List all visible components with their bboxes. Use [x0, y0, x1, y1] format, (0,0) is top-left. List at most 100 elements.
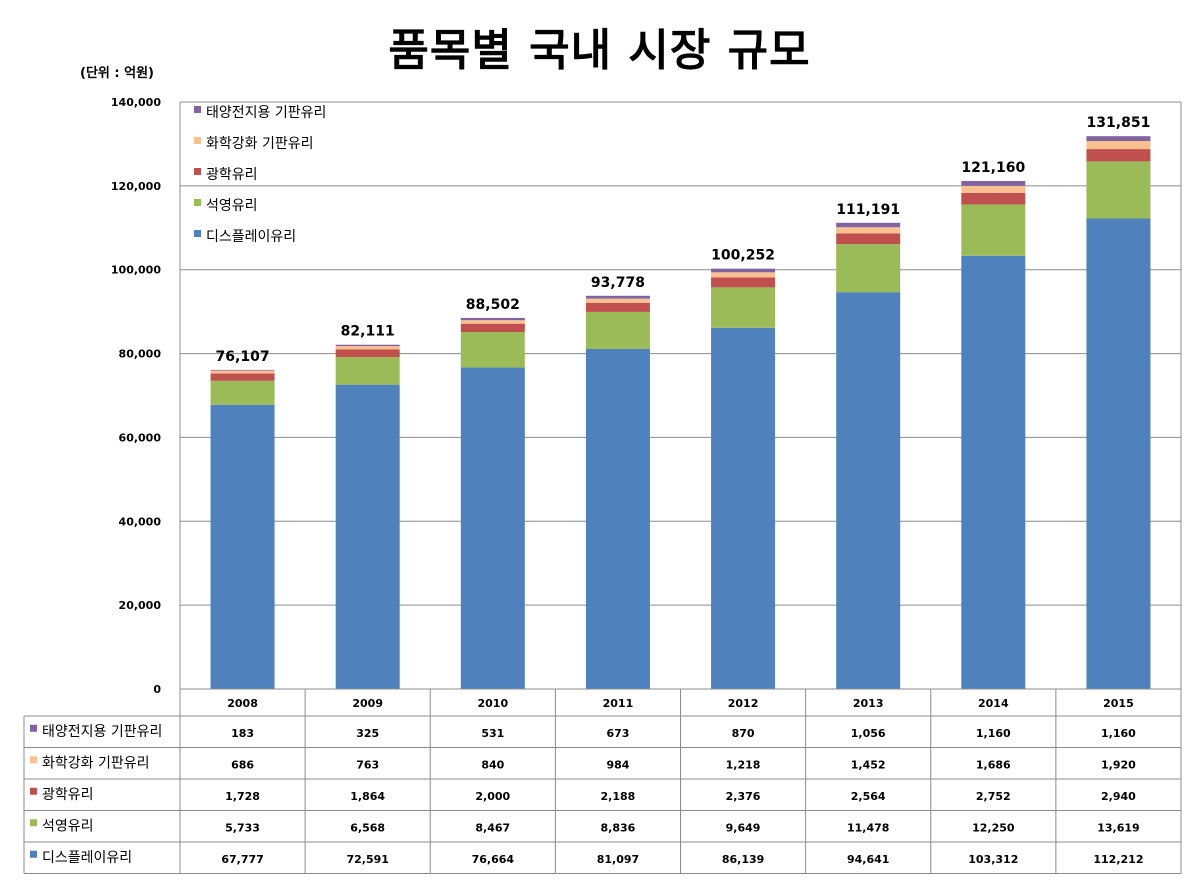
table-cell: 2,376: [726, 790, 761, 803]
table-cell: 86,139: [722, 853, 764, 866]
bar-segment: [711, 287, 776, 328]
bar-segment: [210, 380, 275, 405]
bar-segment: [1086, 161, 1151, 219]
x-tick-label: 2011: [603, 697, 634, 710]
table-cell: 840: [481, 758, 504, 771]
bar-segment: [1086, 218, 1151, 689]
bar-segment: [711, 327, 776, 689]
x-tick-label: 2008: [227, 697, 258, 710]
legend-swatch: [194, 168, 201, 175]
table-cell: 94,641: [847, 853, 889, 866]
bar-segment: [585, 302, 650, 312]
bar-total-label: 131,851: [1087, 115, 1151, 131]
y-tick-label: 20,000: [119, 599, 162, 612]
bar-total-label: 88,502: [466, 297, 520, 313]
table-cell: 1,056: [851, 727, 886, 740]
legend-swatch: [194, 230, 201, 237]
bar-segment: [460, 323, 525, 333]
table-cell: 2,000: [475, 790, 510, 803]
bar-segment: [1086, 136, 1151, 142]
table-cell: 1,728: [225, 790, 260, 803]
table-row-label: 디스플레이유리: [42, 850, 132, 866]
legend-label: 디스플레이유리: [206, 229, 296, 245]
x-tick-label: 2014: [978, 697, 1009, 710]
bar-segment: [961, 192, 1026, 205]
bar-segment: [836, 222, 901, 228]
bar-total-label: 100,252: [711, 248, 775, 264]
bar-total-label: 76,107: [216, 349, 270, 365]
bar-segment: [335, 346, 400, 350]
bar-segment: [1086, 141, 1151, 150]
bar-segment: [585, 348, 650, 689]
table-legend-key: [30, 787, 37, 795]
x-tick-label: 2010: [478, 697, 509, 710]
bar-segment: [585, 298, 650, 303]
bar-segment: [836, 292, 901, 689]
bar-segment: [335, 357, 400, 385]
table-cell: 325: [356, 727, 379, 740]
bar-segment: [585, 311, 650, 349]
bar-segment: [210, 370, 275, 374]
table-cell: 531: [481, 727, 504, 740]
y-tick-label: 140,000: [111, 96, 161, 109]
table-row-label: 화학강화 기판유리: [42, 755, 150, 771]
table-cell: 103,312: [968, 853, 1018, 866]
bar-segment: [711, 268, 776, 273]
table-cell: 2,940: [1101, 790, 1136, 803]
table-cell: 67,777: [221, 853, 263, 866]
x-tick-label: 2009: [352, 697, 383, 710]
bar-segment: [460, 317, 525, 321]
table-cell: 72,591: [346, 853, 388, 866]
bar-segment: [585, 295, 650, 299]
x-tick-label: 2012: [728, 697, 759, 710]
bar-segment: [961, 185, 1026, 193]
table-cell: 763: [356, 758, 379, 771]
y-tick-label: 120,000: [111, 180, 161, 193]
bar-segment: [836, 227, 901, 234]
y-tick-label: 0: [153, 683, 161, 696]
table-cell: 8,467: [475, 821, 510, 834]
bar-segment: [460, 367, 525, 689]
bar-segment: [1086, 149, 1151, 162]
bar-segment: [961, 180, 1026, 186]
bar-total-label: 111,191: [836, 202, 900, 218]
table-row-label: 석영유리: [42, 818, 94, 834]
table-cell: 1,920: [1101, 758, 1136, 771]
bar-segment: [210, 369, 275, 371]
legend-swatch: [194, 106, 201, 113]
bar-total-label: 93,778: [591, 275, 645, 291]
y-tick-label: 100,000: [111, 264, 161, 277]
bar-segment: [335, 344, 400, 347]
table-cell: 183: [231, 727, 254, 740]
bar-segment: [335, 384, 400, 689]
bar-segment: [210, 373, 275, 381]
bar-total-label: 121,160: [961, 160, 1025, 176]
table-cell: 9,649: [726, 821, 761, 834]
bar-segment: [335, 349, 400, 358]
y-tick-label: 40,000: [119, 515, 162, 528]
table-row-label: 광학유리: [42, 787, 94, 803]
bar-segment: [460, 332, 525, 368]
table-row-label: 태양전지용 기판유리: [42, 724, 162, 740]
table-cell: 1,686: [976, 758, 1011, 771]
table-cell: 13,619: [1097, 821, 1139, 834]
table-cell: 81,097: [597, 853, 639, 866]
table-cell: 12,250: [972, 821, 1015, 834]
bar-segment: [711, 272, 776, 278]
table-cell: 2,752: [976, 790, 1011, 803]
legend-label: 석영유리: [206, 198, 258, 214]
bar-segment: [210, 404, 275, 689]
bar-segment: [460, 320, 525, 324]
chart-title: 품목별 국내 시장 규모: [388, 25, 811, 76]
bar-total-label: 82,111: [341, 324, 395, 340]
table-cell: 2,188: [601, 790, 636, 803]
bar-segment: [836, 244, 901, 293]
table-cell: 76,664: [472, 853, 515, 866]
table-cell: 11,478: [847, 821, 889, 834]
table-cell: 5,733: [225, 821, 260, 834]
x-tick-label: 2015: [1103, 697, 1134, 710]
table-legend-key: [30, 724, 37, 732]
table-cell: 686: [231, 758, 254, 771]
table-legend-key: [30, 756, 37, 764]
